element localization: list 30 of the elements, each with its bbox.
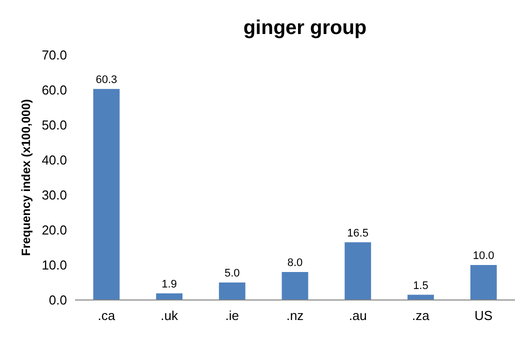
y-tick-label: 30.0 (42, 188, 67, 203)
y-tick-label: 0.0 (48, 292, 67, 308)
bar (344, 242, 372, 300)
data-label: 1.9 (162, 278, 177, 290)
data-label: 16.5 (347, 227, 369, 240)
x-tick-label: .ca (98, 308, 116, 323)
x-tick-label: .au (348, 308, 367, 323)
y-tick-label: 10.0 (42, 258, 67, 273)
x-tick-label: .ie (225, 308, 240, 323)
x-tick-label: .uk (160, 308, 178, 323)
bar (93, 88, 120, 300)
data-label: 8.0 (287, 257, 303, 269)
bar (156, 293, 182, 300)
data-label: 60.3 (96, 74, 118, 86)
data-label: 5.0 (224, 268, 240, 280)
bar (470, 265, 497, 300)
data-label: 1.5 (413, 280, 428, 292)
y-tick-label: 50.0 (42, 118, 67, 133)
x-tick-label: US (474, 308, 493, 323)
chart-title: ginger group (243, 17, 367, 39)
y-tick-label: 70.0 (42, 48, 67, 63)
y-tick-label: 40.0 (42, 152, 67, 168)
y-tick-label: 20.0 (42, 222, 67, 238)
x-tick-label: .nz (286, 308, 304, 323)
y-axis-title: Frequency index (x100,000) (19, 99, 33, 256)
y-tick-label: 60.0 (42, 82, 67, 98)
bar (282, 272, 308, 300)
data-label: 10.0 (472, 250, 494, 262)
x-tick-label: .za (412, 308, 430, 323)
bar (218, 282, 246, 300)
